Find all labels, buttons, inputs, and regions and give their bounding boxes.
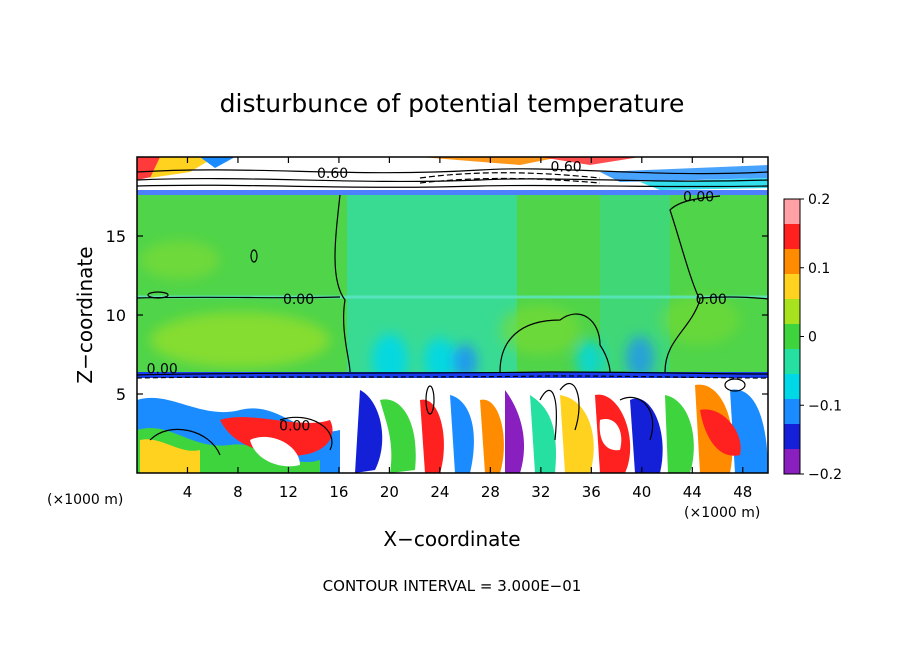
plot-ticks (137, 157, 768, 473)
cool-patch (576, 340, 604, 380)
colorbar-tick-label: −0.1 (808, 398, 842, 414)
y-tick-label: 5 (116, 385, 126, 404)
contour-label: 0.60 (317, 166, 348, 182)
x-tick-labels: 4 8 12 16 20 24 28 32 36 40 44 48 (183, 483, 753, 501)
y-tick-label: 15 (106, 227, 126, 246)
chart-title: disturbunce of potential temperature (220, 89, 685, 118)
contour-label: 0.00 (283, 292, 314, 308)
y-tick-label: 10 (106, 306, 126, 325)
colorbar: 0.2 0.1 0 −0.1 −0.2 (783, 192, 842, 483)
x-unit-left: (×1000 m) (47, 492, 123, 508)
cool-patch (424, 338, 456, 382)
x-axis-label: X−coordinate (383, 527, 520, 551)
colorbar-cell (784, 274, 800, 300)
x-tick-label: 16 (329, 483, 348, 501)
colorbar-cell (784, 199, 800, 225)
x-tick-label: 36 (582, 483, 601, 501)
cool-patch (626, 336, 654, 380)
colorbar-cell (784, 424, 800, 450)
heatmap-plot-area: 0.60 0.60 0.00 0.00 0.00 0.00 0.00 (137, 157, 768, 473)
warm-patch (150, 312, 330, 368)
x-unit-right: (×1000 m) (684, 505, 760, 521)
colorbar-tick-label: 0 (808, 330, 817, 346)
colorbar-cell (784, 324, 800, 350)
x-tick-label: 24 (430, 483, 449, 501)
contour-label: 0.00 (696, 292, 727, 308)
x-tick-label: 40 (632, 483, 651, 501)
warm-patch (500, 305, 580, 355)
colorbar-tick-labels: 0.2 0.1 0 −0.1 −0.2 (800, 192, 842, 483)
colorbar-cell (784, 349, 800, 375)
contour-interval: CONTOUR INTERVAL = 3.000E−01 (323, 577, 582, 595)
contour-labels: 0.60 0.60 0.00 0.00 0.00 0.00 0.00 (147, 159, 727, 435)
contour-label: 0.00 (683, 190, 714, 206)
colorbar-cell (784, 399, 800, 425)
x-tick-label: 44 (683, 483, 702, 501)
y-tick-labels: 5 10 15 (106, 227, 126, 404)
warm-patch (660, 295, 740, 345)
colorbar-cell (784, 224, 800, 250)
colorbar-tick-label: 0.2 (808, 192, 830, 208)
x-tick-label: 8 (233, 483, 243, 501)
x-tick-label: 12 (279, 483, 298, 501)
colorbar-cells (784, 199, 800, 475)
colorbar-cell (784, 449, 800, 475)
colorbar-cell (784, 249, 800, 275)
x-tick-label: 32 (531, 483, 550, 501)
colorbar-cell (784, 299, 800, 325)
x-tick-label: 48 (733, 483, 752, 501)
contour-label: 0.00 (147, 362, 178, 378)
x-tick-label: 20 (380, 483, 399, 501)
warm-patch (140, 240, 220, 280)
cool-patch (453, 344, 477, 380)
x-tick-label: 4 (183, 483, 193, 501)
contour-label: 0.00 (279, 419, 310, 435)
y-axis-label: Z−coordinate (73, 246, 97, 383)
colorbar-tick-label: 0.1 (808, 261, 830, 277)
contour-label: 0.60 (550, 159, 581, 175)
colorbar-cell (784, 374, 800, 400)
x-tick-label: 28 (481, 483, 500, 501)
colorbar-tick-label: −0.2 (808, 467, 842, 483)
